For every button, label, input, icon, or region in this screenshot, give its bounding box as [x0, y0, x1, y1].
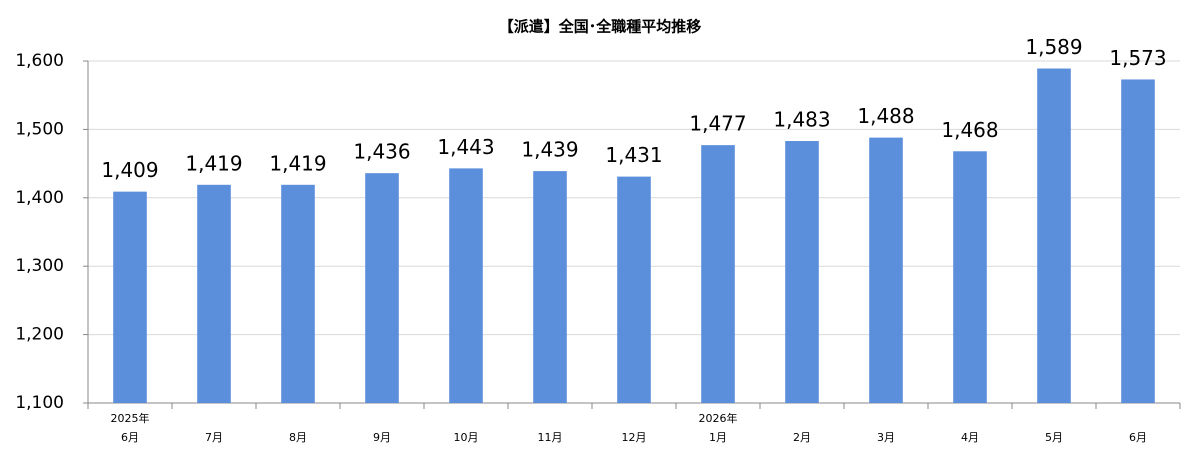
bar [1037, 68, 1071, 404]
x-tick-label: 6月 [1129, 431, 1147, 444]
bar [617, 176, 651, 403]
x-tick-label: 4月 [961, 431, 979, 444]
x-tick-label: 11月 [538, 431, 563, 444]
value-label: 1,431 [605, 143, 662, 167]
bar [281, 184, 315, 403]
x-tick-label: 9月 [373, 431, 391, 444]
bar [1121, 79, 1155, 403]
x-group-label: 2025年 [111, 411, 150, 425]
bar [701, 145, 735, 403]
value-label: 1,419 [269, 151, 326, 175]
y-tick-label: 1,400 [15, 188, 64, 208]
y-tick-label: 1,600 [15, 51, 64, 71]
value-label: 1,468 [941, 118, 998, 142]
bar [785, 141, 819, 403]
y-tick-label: 1,500 [15, 119, 64, 139]
value-label: 1,589 [1025, 35, 1082, 59]
value-label: 1,439 [521, 138, 578, 162]
x-tick-label: 5月 [1045, 431, 1063, 444]
x-tick-label: 12月 [622, 431, 647, 444]
x-tick-label: 6月 [121, 431, 139, 444]
y-tick-label: 1,300 [15, 256, 64, 276]
x-tick-label: 8月 [289, 431, 307, 444]
y-tick-label: 1,200 [15, 325, 64, 345]
x-tick-label: 1月 [709, 431, 727, 444]
x-tick-label: 3月 [877, 431, 895, 444]
bar [197, 184, 231, 403]
bar [365, 173, 399, 403]
bar [953, 151, 987, 403]
value-label: 1,419 [185, 151, 242, 175]
value-label: 1,488 [857, 104, 914, 128]
value-label: 1,443 [437, 135, 494, 159]
value-label: 1,436 [353, 140, 410, 164]
x-tick-label: 10月 [454, 431, 479, 444]
value-label: 1,477 [689, 112, 746, 136]
x-tick-label: 7月 [205, 431, 223, 444]
x-tick-label: 2月 [793, 431, 811, 444]
bar [113, 191, 147, 403]
chart-title: 【派遣】全国･全職種平均推移 [499, 18, 702, 36]
value-label: 1,409 [101, 158, 158, 182]
value-label: 1,483 [773, 108, 830, 132]
bar [533, 171, 567, 403]
bar [869, 137, 903, 403]
bar [449, 168, 483, 403]
x-group-label: 2026年 [699, 411, 738, 425]
value-label: 1,573 [1109, 46, 1166, 70]
y-tick-label: 1,100 [15, 393, 64, 413]
